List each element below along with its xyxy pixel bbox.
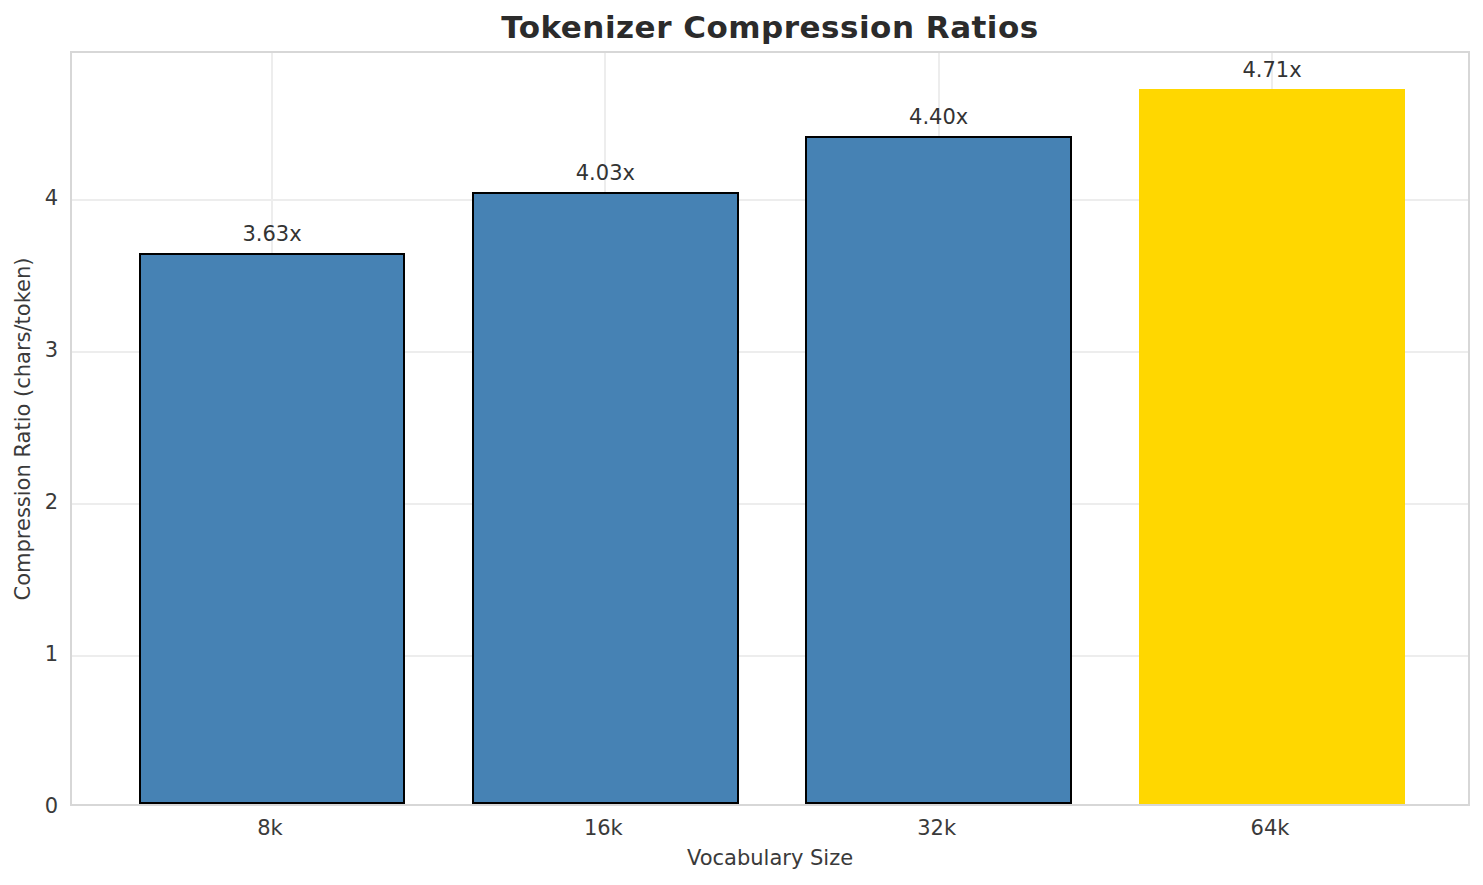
- y-tick-label: 2: [8, 490, 58, 514]
- y-axis-label-container: Compression Ratio (chars/token): [0, 51, 44, 806]
- bar-value-label: 4.40x: [909, 105, 968, 129]
- chart-figure: Tokenizer Compression Ratios Compression…: [0, 0, 1483, 885]
- x-tick-label: 16k: [584, 816, 623, 840]
- bar-16k: [472, 192, 739, 804]
- bar-value-label: 4.71x: [1242, 58, 1301, 82]
- x-axis-label: Vocabulary Size: [70, 846, 1470, 870]
- bar-value-label: 3.63x: [242, 222, 301, 246]
- x-tick-label: 32k: [917, 816, 956, 840]
- x-tick-label: 8k: [257, 816, 283, 840]
- bar-32k: [805, 136, 1072, 804]
- y-tick-label: 1: [8, 642, 58, 666]
- plot-area: 3.63x 4.03x 4.40x 4.71x: [70, 51, 1470, 806]
- x-tick-label: 64k: [1251, 816, 1290, 840]
- bar-value-label: 4.03x: [576, 161, 635, 185]
- y-tick-label: 4: [8, 186, 58, 210]
- y-axis-label: Compression Ratio (chars/token): [10, 257, 34, 600]
- bar-64k: [1139, 89, 1406, 805]
- y-tick-label: 3: [8, 338, 58, 362]
- chart-title: Tokenizer Compression Ratios: [70, 9, 1470, 45]
- y-tick-label: 0: [8, 794, 58, 818]
- bar-8k: [139, 253, 406, 804]
